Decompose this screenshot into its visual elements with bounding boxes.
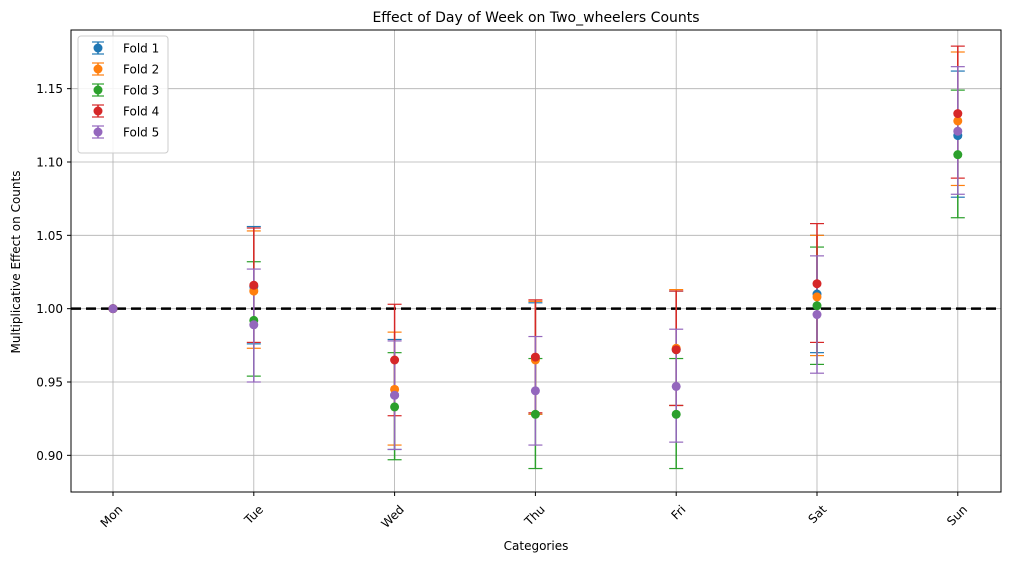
plot-frame [70, 29, 1002, 493]
data-point [671, 409, 681, 419]
y-tick-label: 1.15 [36, 82, 63, 96]
data-point [953, 116, 963, 126]
y-axis-ticks: 0.90 0.95 1.00 1.05 1.10 1.15 [36, 82, 71, 463]
data-point [390, 355, 400, 365]
x-tick-label: Fri [669, 502, 689, 522]
x-tick-label: Sun [944, 502, 970, 528]
error-bars [246, 45, 965, 470]
data-point [953, 126, 963, 136]
y-tick-label: 1.05 [36, 229, 63, 243]
data-point [249, 280, 259, 290]
legend-label: Fold 1 [123, 42, 159, 56]
legend-marker [93, 43, 103, 53]
data-point [108, 304, 118, 314]
data-point [671, 381, 681, 391]
y-tick-label: 1.10 [36, 156, 63, 170]
y-tick-label: 1.00 [36, 302, 63, 316]
data-point [390, 390, 400, 400]
legend-marker [93, 64, 103, 74]
x-axis-label: Categories [504, 539, 569, 553]
legend-label: Fold 3 [123, 84, 159, 98]
x-tick-label: Thu [521, 502, 548, 529]
x-tick-label: Sat [806, 502, 830, 526]
legend-label: Fold 2 [123, 63, 159, 77]
data-point [953, 150, 963, 160]
data-point [530, 409, 540, 419]
chart-title: Effect of Day of Week on Two_wheelers Co… [372, 10, 699, 26]
legend-label: Fold 5 [123, 126, 159, 140]
x-tick-label: Tue [241, 502, 266, 527]
legend-marker [93, 106, 103, 116]
data-point [530, 386, 540, 396]
legend-marker [93, 85, 103, 95]
x-tick-label: Mon [98, 502, 126, 530]
x-axis-ticks: Mon Tue Wed Thu Fri Sat Sun [98, 492, 970, 531]
legend-label: Fold 4 [123, 105, 159, 119]
data-point [530, 352, 540, 362]
data-point [812, 279, 822, 289]
data-point [812, 301, 822, 311]
y-tick-label: 0.95 [36, 376, 63, 390]
data-point [812, 292, 822, 302]
x-tick-label: Wed [379, 502, 407, 530]
legend: Fold 1 Fold 2 Fold 3 Fold 4 Fold 5 [77, 35, 169, 154]
y-tick-label: 0.90 [36, 449, 63, 463]
data-point [671, 345, 681, 355]
data-point [249, 320, 259, 330]
y-axis-label: Multiplicative Effect on Counts [9, 171, 23, 354]
data-points [108, 109, 963, 419]
data-point [812, 310, 822, 320]
data-point [953, 109, 963, 119]
data-point [390, 402, 400, 412]
legend-box [77, 35, 169, 154]
legend-marker [93, 127, 103, 137]
